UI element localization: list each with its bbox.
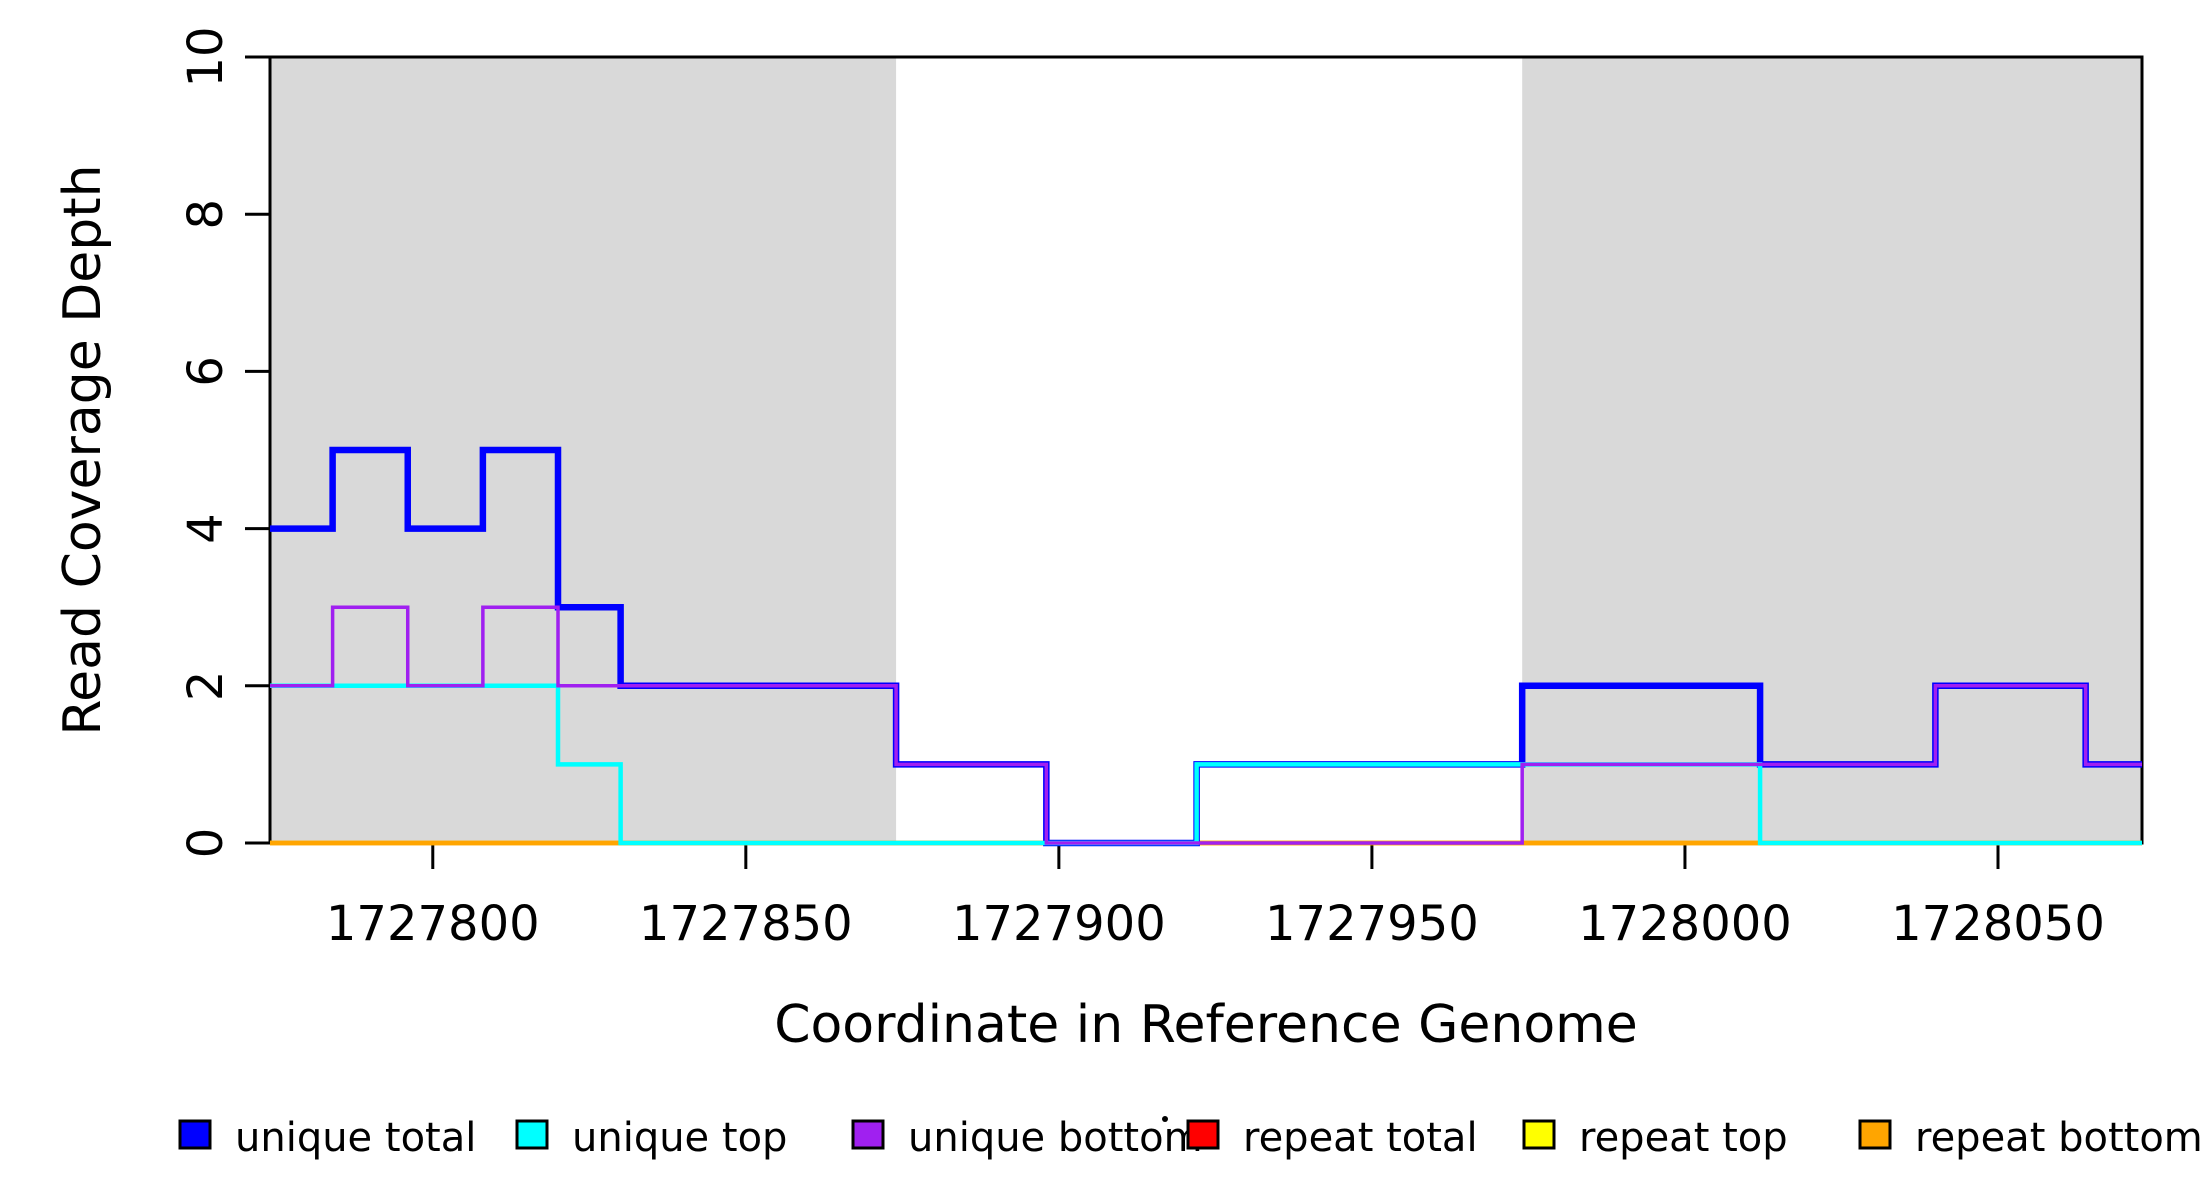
legend-swatch-unique-total xyxy=(178,1119,212,1150)
legend-swatch-unique-bottom xyxy=(851,1119,885,1150)
x-tick-label: 1728050 xyxy=(1891,896,2105,952)
legend-swatch-repeat-top xyxy=(1522,1119,1556,1150)
repeat-region-right xyxy=(1522,57,2142,843)
x-tick-label: 1727850 xyxy=(639,896,853,952)
y-tick-label: 0 xyxy=(178,828,234,859)
x-tick-label: 1727800 xyxy=(326,896,540,952)
x-tick-label: 1727950 xyxy=(1265,896,1479,952)
legend-label-unique-bottom: unique bottom xyxy=(908,1115,1203,1161)
legend: unique total unique top unique bottom repea… xyxy=(178,1115,2200,1161)
legend-label-unique-total: unique total xyxy=(235,1115,476,1161)
legend-swatch-unique-top xyxy=(515,1119,549,1150)
x-tick-label: 1728000 xyxy=(1578,896,1792,952)
legend-label-unique-top: unique top xyxy=(572,1115,787,1161)
y-tick-label: 8 xyxy=(178,199,234,230)
y-tick-label: 2 xyxy=(178,671,234,702)
y-tick-label: 4 xyxy=(178,513,234,544)
legend-swatch-repeat-total xyxy=(1186,1119,1220,1150)
legend-label-repeat-total: repeat total xyxy=(1243,1115,1478,1161)
series-lines-layer xyxy=(270,446,2142,847)
annotations-layer xyxy=(1162,1116,1168,1122)
y-tick-label: 10 xyxy=(178,26,234,87)
stray-dot xyxy=(1162,1116,1168,1122)
axis-layer: 1727800 1727850 1727900 1727950 1728000 17280… xyxy=(178,26,2144,952)
background-regions-layer xyxy=(270,57,2142,843)
x-axis-title: Coordinate in Reference Genome xyxy=(774,995,1638,1055)
series-line-unique-top xyxy=(270,683,2142,846)
series-line-unique-bottom xyxy=(270,605,2142,845)
y-axis-title: Read Coverage Depth xyxy=(53,164,113,735)
legend-label-repeat-bottom: repeat bottom xyxy=(1915,1115,2200,1161)
legend-label-repeat-top: repeat top xyxy=(1579,1115,1788,1161)
y-tick-label: 6 xyxy=(178,356,234,387)
legend-swatch-repeat-bottom xyxy=(1858,1119,1892,1150)
x-tick-label: 1727900 xyxy=(952,896,1166,952)
